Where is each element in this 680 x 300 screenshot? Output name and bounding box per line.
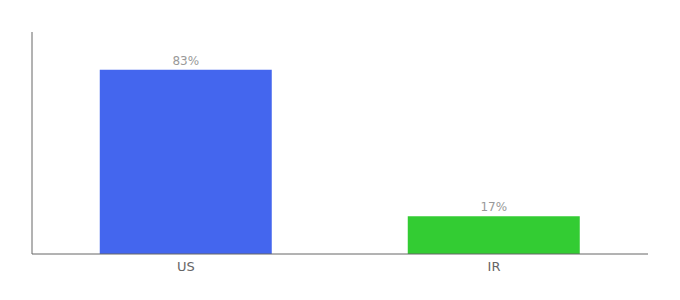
svg-text:83%: 83% (172, 54, 199, 68)
svg-text:IR: IR (488, 259, 501, 274)
svg-text:17%: 17% (480, 200, 507, 214)
svg-text:US: US (177, 259, 195, 274)
